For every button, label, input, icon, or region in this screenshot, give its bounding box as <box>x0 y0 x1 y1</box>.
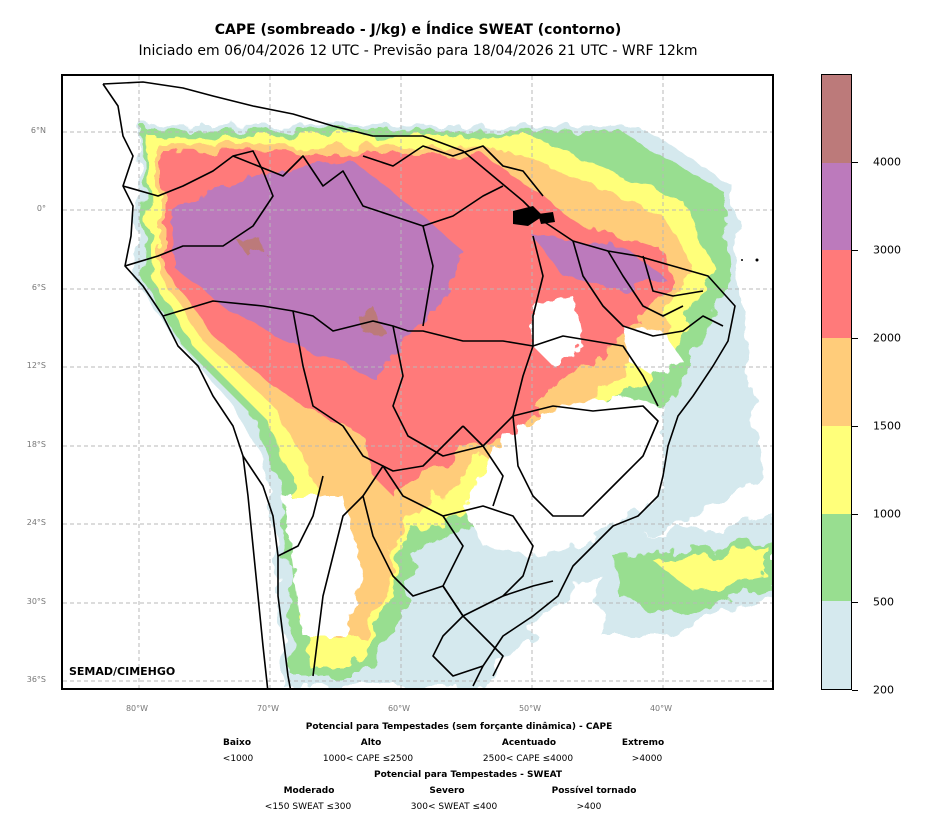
colorbar-segment-4000 <box>822 74 851 163</box>
colorbar-label: 500 <box>873 595 894 609</box>
map-panel: SEMAD/CIMEHGO <box>61 74 774 690</box>
border-rs <box>442 585 504 677</box>
colorbar-label: 4000 <box>873 155 901 169</box>
west-coast <box>102 83 292 688</box>
colorbar-segment-2000 <box>822 250 851 339</box>
border-paraguay <box>362 465 464 597</box>
border-colombia <box>122 150 274 267</box>
cape-level-extremo: Extremo <box>621 738 665 748</box>
cape-range-baixo: <1000 <box>222 754 254 764</box>
border-central-states <box>392 325 534 457</box>
cape-3000-north <box>533 236 663 291</box>
sweat-range-moderado: <150 SWEAT ≤300 <box>264 802 352 812</box>
border-ba <box>532 335 659 407</box>
cape-level-acentuado: Acentuado <box>501 738 557 748</box>
chart-subtitle: Iniciado em 06/04/2026 12 UTC - Previsão… <box>138 43 698 59</box>
cape-4000-spot <box>238 236 263 256</box>
sweat-level-severo: Severo <box>429 786 465 796</box>
lat-label-24s: 24°S <box>26 518 46 527</box>
colorbar-label: 3000 <box>873 243 901 257</box>
lat-label-12s: 12°S <box>26 361 46 370</box>
colorbar-tick <box>852 426 858 427</box>
colorbar-tick <box>852 690 858 691</box>
chart-title: CAPE (sombreado - J/kg) e Índice SWEAT (… <box>214 22 622 38</box>
sweat-range-severo: 300< SWEAT ≤400 <box>410 802 498 812</box>
border-amazon-north <box>232 155 504 227</box>
border-peru-brazil <box>162 300 534 347</box>
border-south-br <box>442 505 534 617</box>
colorbar-tick <box>852 250 858 251</box>
border-ne-2 <box>607 250 684 317</box>
colorbar-tick <box>852 602 858 603</box>
colorbar-label: 2000 <box>873 331 901 345</box>
border-sc-pr <box>502 580 554 597</box>
lat-label-6n: 6°N <box>30 126 46 135</box>
cape-range-alto: 1000< CAPE ≤2500 <box>322 754 414 764</box>
border-argentina <box>312 495 364 677</box>
colorbar-tick <box>852 162 858 163</box>
border-ne-3 <box>642 255 704 297</box>
colorbar-segment-500 <box>822 513 851 602</box>
colorbar-segment-3000 <box>822 162 851 251</box>
inner-west-coast <box>242 455 269 688</box>
border-ms <box>462 425 504 507</box>
lat-label-0: 0° <box>36 204 46 213</box>
border-to <box>532 235 544 346</box>
lat-label-18s: 18°S <box>26 440 46 449</box>
border-guianas <box>362 145 544 197</box>
colorbar <box>821 74 852 690</box>
cape-1000-ocean <box>653 546 768 591</box>
lon-label-80w: 80°W <box>125 704 149 713</box>
sweat-range-tornado: >400 <box>576 802 602 812</box>
colorbar-segment-1000 <box>822 425 851 514</box>
colorbar-tick <box>852 514 858 515</box>
lon-label-40w: 40°W <box>649 704 673 713</box>
colorbar-tick <box>852 338 858 339</box>
borders <box>102 81 736 688</box>
amazon-delta <box>513 206 759 262</box>
sweat-legend-heading: Potencial para Tempestades - SWEAT <box>373 770 563 780</box>
colorbar-segment-200 <box>822 601 851 689</box>
lon-label-60w: 60°W <box>387 704 411 713</box>
cape-level-baixo: Baixo <box>222 738 252 748</box>
lat-label-30s: 30°S <box>26 597 46 606</box>
coastline <box>102 81 736 687</box>
cape-range-acentuado: 2500< CAPE ≤4000 <box>482 754 574 764</box>
colorbar-label: 1500 <box>873 419 901 433</box>
border-northeast <box>572 240 724 337</box>
cape-level-alto: Alto <box>360 738 382 748</box>
cape-legend-heading: Potencial para Tempestades (sem forçante… <box>305 722 613 732</box>
map-svg <box>63 76 772 688</box>
lat-label-6s: 6°S <box>31 283 46 292</box>
border-uruguay <box>432 615 484 677</box>
sweat-level-moderado: Moderado <box>283 786 335 796</box>
lon-label-70w: 70°W <box>256 704 280 713</box>
border-mg <box>512 405 659 517</box>
border-para <box>422 225 434 327</box>
colorbar-label: 1000 <box>873 507 901 521</box>
lat-label-36s: 36°S <box>26 675 46 684</box>
credit-label: SEMAD/CIMEHGO <box>69 665 176 678</box>
colorbar-label: 200 <box>873 683 894 697</box>
colorbar-segment-1500 <box>822 338 851 426</box>
border-chile <box>277 475 324 557</box>
sweat-level-tornado: Possível tornado <box>551 786 637 796</box>
lon-label-50w: 50°W <box>518 704 542 713</box>
cape-range-extremo: >4000 <box>631 754 663 764</box>
